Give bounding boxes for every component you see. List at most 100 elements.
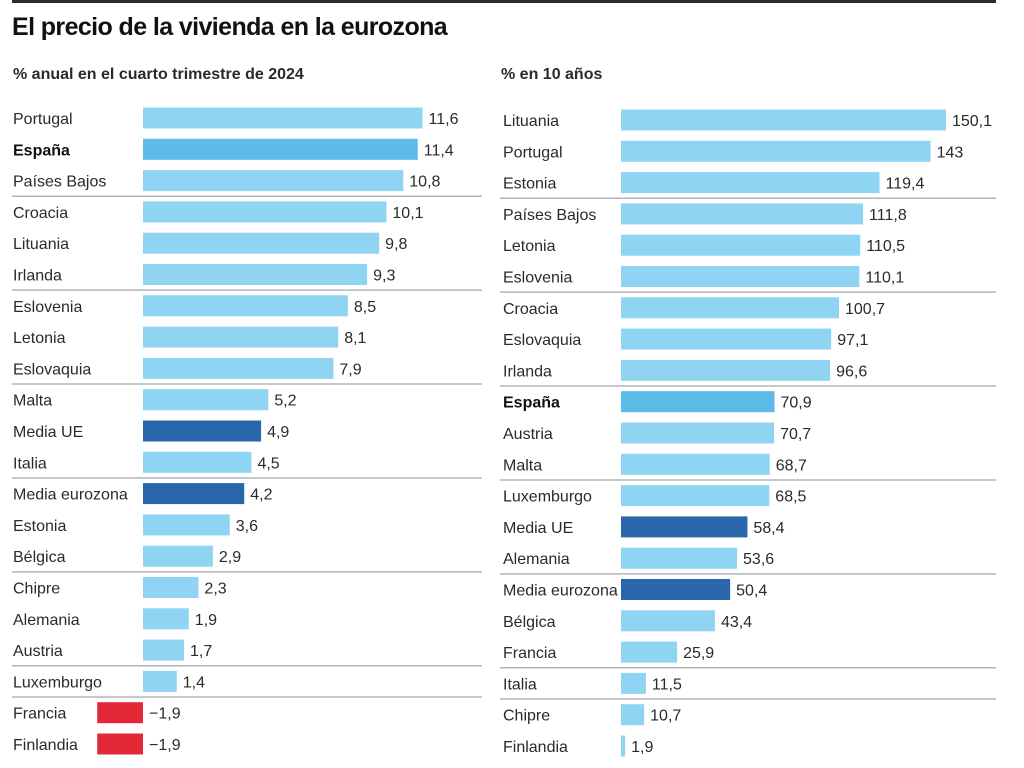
bar (143, 545, 213, 567)
row-label: Lituania (13, 236, 69, 253)
value-label: 9,8 (385, 236, 407, 253)
row-label: Austria (503, 426, 553, 443)
row-label: Chipre (13, 581, 60, 598)
bar (143, 670, 177, 692)
bar (143, 295, 348, 317)
bar (143, 170, 404, 192)
row-label: Malta (13, 393, 52, 410)
value-label: 3,6 (236, 518, 258, 535)
value-label: 100,7 (845, 301, 885, 318)
bar (621, 704, 645, 726)
value-label: 70,9 (780, 395, 811, 412)
page-title: El precio de la vivienda en la eurozona (12, 13, 448, 41)
row-label: Croacia (503, 301, 558, 318)
value-label: 5,2 (274, 393, 296, 410)
row-label: Media eurozona (13, 487, 128, 504)
value-label: 1,4 (183, 674, 205, 691)
row-label: Francia (13, 706, 66, 723)
row-label: Bélgica (13, 549, 66, 566)
value-label: 10,8 (409, 174, 440, 191)
value-label: −1,9 (149, 737, 181, 754)
value-label: 10,1 (392, 205, 423, 222)
value-label: 143 (937, 144, 964, 161)
right-chart-title: % en 10 años (501, 66, 603, 83)
row-label: Letonia (13, 330, 66, 347)
value-label: −1,9 (149, 706, 181, 723)
bar (143, 357, 334, 379)
bar (621, 234, 861, 256)
row-label: Eslovenia (503, 270, 572, 287)
bar (621, 391, 775, 413)
row-label: Estonia (13, 518, 66, 535)
bar (143, 577, 199, 598)
row-label: Países Bajos (13, 174, 106, 191)
row-label: España (13, 142, 70, 159)
value-label: 4,2 (250, 487, 272, 504)
row-label: Francia (503, 645, 556, 662)
row-label: Luxemburgo (503, 489, 592, 506)
value-label: 97,1 (837, 332, 868, 349)
bar (621, 422, 775, 444)
row-label: Irlanda (503, 363, 552, 380)
bar (621, 579, 731, 600)
value-label: 68,7 (776, 457, 807, 474)
value-label: 8,5 (354, 299, 376, 316)
row-label: Italia (13, 455, 47, 472)
value-label: 11,6 (429, 111, 459, 128)
row-label: Finlandia (13, 737, 78, 754)
row-label: Alemania (13, 612, 80, 629)
ten-year-change-chart: Lituania 150,1 Portugal 143 Estonia 119,4 País… (500, 109, 996, 757)
value-label: 111,8 (869, 207, 907, 224)
row-label: Chipre (503, 708, 550, 725)
row-label: Bélgica (503, 614, 556, 631)
top-rule (12, 0, 996, 3)
row-label: Media UE (13, 424, 83, 441)
bar (143, 483, 245, 505)
bar (621, 641, 678, 663)
bar (621, 328, 832, 350)
bar (143, 201, 387, 223)
bar (621, 266, 860, 287)
value-label: 1,9 (195, 612, 217, 629)
value-label: 4,9 (267, 424, 289, 441)
row-label: Eslovaquia (503, 332, 581, 349)
value-label: 119,4 (886, 176, 925, 193)
bar (621, 140, 931, 162)
left-chart-title: % anual en el cuarto trimestre de 2024 (13, 66, 304, 83)
row-label: Finlandia (503, 739, 568, 756)
bar (143, 514, 230, 536)
value-label: 25,9 (683, 645, 714, 662)
row-label: Austria (13, 643, 63, 660)
value-label: 53,6 (743, 551, 774, 568)
row-label: Croacia (13, 205, 68, 222)
bar (621, 516, 748, 538)
row-label: Portugal (13, 111, 73, 128)
bar (621, 203, 864, 225)
bar (621, 297, 840, 319)
value-label: 58,4 (753, 520, 784, 537)
value-label: 150,1 (952, 113, 992, 130)
bar (621, 172, 880, 194)
value-label: 11,5 (652, 676, 682, 693)
row-label: Letonia (503, 238, 556, 255)
bar (621, 735, 626, 757)
value-label: 68,5 (775, 489, 806, 506)
row-label: España (503, 395, 560, 412)
bar (143, 138, 418, 160)
bar (621, 453, 770, 475)
annual-change-chart: Portugal 11,6 España 11,4 Países Bajos 10,8 Cr… (12, 107, 482, 755)
value-label: 50,4 (736, 583, 767, 600)
bar (621, 547, 738, 569)
row-label: Eslovenia (13, 299, 82, 316)
value-label: 1,9 (631, 739, 653, 756)
bar (143, 326, 339, 348)
value-label: 110,5 (866, 238, 905, 255)
bar (143, 420, 262, 442)
row-label: Portugal (503, 144, 563, 161)
value-label: 96,6 (836, 363, 867, 380)
bar (143, 608, 189, 630)
row-label: Italia (503, 676, 537, 693)
bar (621, 485, 770, 507)
bar (621, 610, 715, 632)
value-label: 110,1 (865, 270, 904, 287)
